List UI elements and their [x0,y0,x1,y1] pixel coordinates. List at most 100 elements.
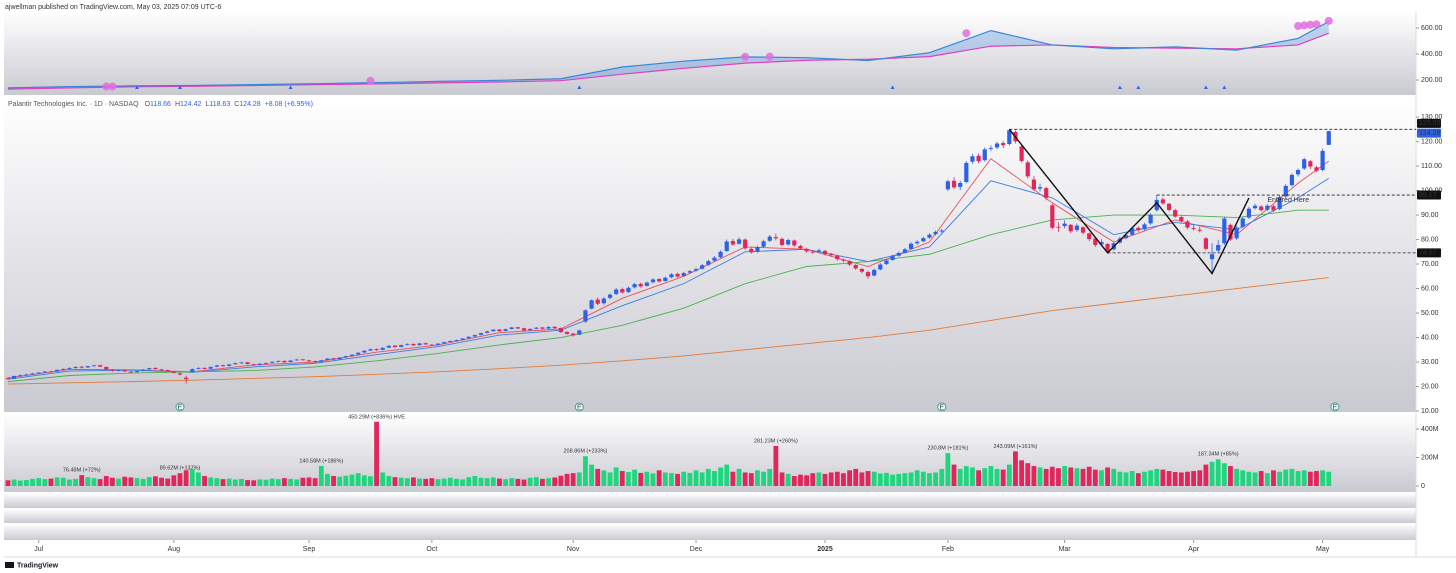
signal-dot [741,52,750,61]
candle-body [380,347,385,350]
candle-body [620,289,625,293]
volume-bar [712,471,717,487]
volume-bar [343,475,349,487]
indicator-fill [7,21,1329,90]
candle-body [1001,143,1006,146]
volume-bar [73,478,78,487]
candle-body [202,367,207,369]
level-label-box [1417,248,1441,258]
volume-bar [423,478,429,487]
volume-bar [748,473,754,487]
candle-body [177,373,183,375]
empty-panel [4,524,1416,540]
candle-body [601,298,606,304]
candle-body [921,238,926,242]
candle-body [454,339,459,341]
candle-body [589,300,594,309]
level-label-box [1417,190,1441,200]
volume-bar [484,478,490,487]
volume-bar [202,476,207,487]
candle-body [104,366,109,370]
earnings-marker [175,402,185,412]
candle-body [804,248,809,252]
volume-bar [1068,467,1074,487]
signal-triangle [890,85,895,89]
volume-bar [1142,471,1147,487]
candle-body [337,357,342,360]
volume-bar [232,479,238,487]
volume-bar [626,472,631,487]
candle-body [503,329,508,331]
candle-body [220,365,226,367]
candle-body [779,238,785,245]
candle-body [1185,221,1190,228]
volume-bar [110,477,115,487]
candle-body [349,354,355,356]
candle-body [1099,242,1104,245]
candle-body [411,343,416,346]
candle-body [724,241,729,252]
volume-annotation: 187.34M (+85%) [1198,452,1239,458]
candle-body [263,363,269,364]
volume-bar [687,472,693,487]
candle-body [159,369,164,371]
volume-bar [103,476,109,487]
signal-triangle [577,85,582,89]
volume-bar [318,465,324,487]
volume-bar [116,478,121,487]
y-tick-label: 70.00 [1421,261,1439,268]
volume-bar [890,474,896,487]
volume-bar [853,468,859,487]
candle-body [110,369,115,371]
candle-body [736,239,742,244]
candle-body [1148,214,1153,224]
volume-bar [478,477,484,487]
candle-body [1074,225,1079,231]
volume-bar [755,470,760,487]
volume-bar [1000,469,1006,487]
y-tick-label: 400.00 [1421,51,1443,58]
candle-body [190,369,195,372]
candle-body [325,358,330,361]
candle-body [448,340,453,342]
candle-body [970,156,975,162]
earnings-marker [1330,402,1340,412]
x-tick-label: Feb [942,546,954,553]
candle-body [835,255,840,260]
volume-annotation: 76.48M (+72%) [63,468,101,474]
signal-triangle [1222,85,1227,89]
x-tick-label: 2025 [817,546,833,553]
candle-body [847,261,852,265]
volume-bar [994,468,1000,487]
candle-body [964,162,969,182]
volume-bar [30,478,35,487]
candle-body [1320,150,1325,170]
volume-bar [91,478,97,487]
volume-annotation: 140.58M (+186%) [299,458,343,464]
volume-bar [1080,468,1086,487]
level-label-box [1417,118,1441,128]
candle-body [1234,227,1239,239]
volume-bar [847,470,852,487]
candle-body [116,370,121,371]
volume-bar [1264,473,1270,487]
candle-body [233,363,238,365]
volume-bar [859,472,865,487]
volume-bar [24,480,29,487]
indicator-line [7,20,1330,89]
volume-bar [1215,459,1221,487]
header-field: 124.28 [239,101,261,108]
candle-body [18,375,23,377]
volume-bar [884,472,889,487]
volume-bar [619,471,625,487]
signal-dot [765,52,774,61]
volume-bar [325,473,330,487]
candle-body [196,368,201,369]
candle-body [841,259,846,261]
candle-body [42,371,47,373]
volume-bar [1191,471,1197,487]
volume-bar [1006,464,1012,487]
volume-bar [189,468,195,487]
volume-bar [1307,471,1313,487]
moving-average [7,209,1329,383]
